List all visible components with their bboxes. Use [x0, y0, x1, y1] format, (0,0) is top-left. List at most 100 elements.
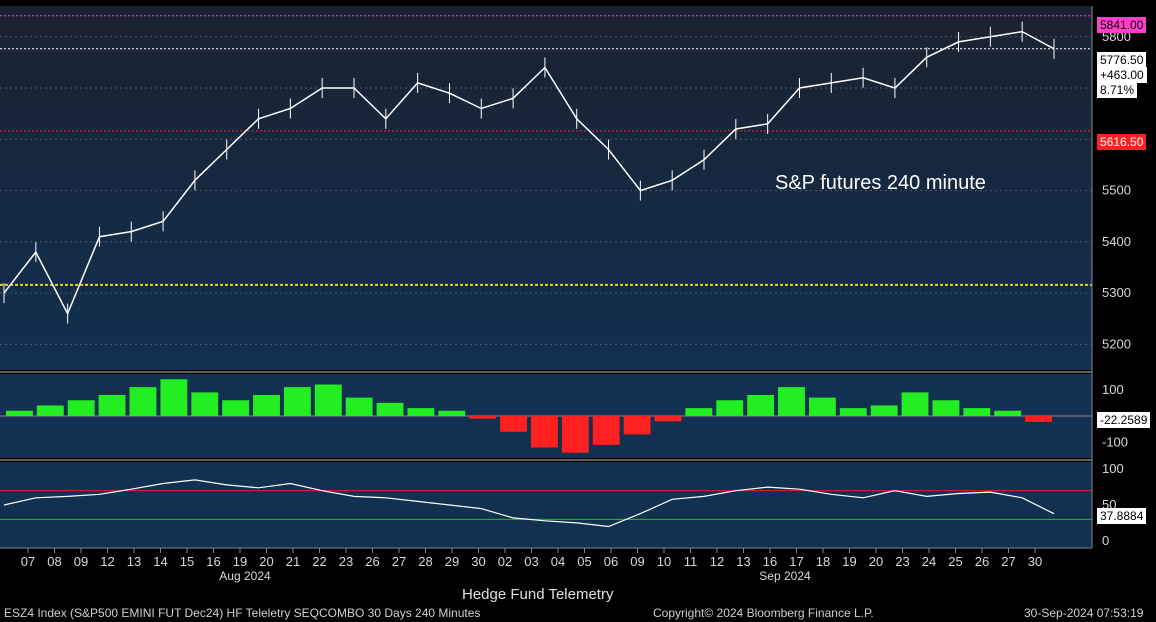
price-change: +463.00: [1097, 67, 1147, 83]
price-level-5841: 5841.00: [1097, 17, 1147, 33]
momentum-tick-label: 100: [1102, 382, 1124, 397]
momentum-bar: [561, 416, 589, 453]
momentum-bar: [778, 387, 805, 416]
x-tick-label: 12: [100, 554, 114, 569]
last-price: 5776.50: [1097, 52, 1147, 68]
price-tick-label: 5300: [1102, 285, 1131, 300]
x-tick-label: 26: [975, 554, 989, 569]
x-tick-label: 13: [736, 554, 750, 569]
momentum-bar: [808, 397, 836, 416]
x-tick-label: 13: [127, 554, 141, 569]
momentum-bar: [623, 416, 651, 435]
x-tick-label: 07: [21, 554, 35, 569]
momentum-bar: [747, 395, 775, 416]
momentum-bar: [191, 392, 219, 416]
momentum-bar: [98, 395, 126, 416]
momentum-last-value: -22.2589: [1097, 412, 1151, 428]
momentum-bar: [1025, 416, 1052, 422]
x-tick-label: 16: [206, 554, 220, 569]
month-label: Aug 2024: [219, 569, 271, 583]
x-tick-label: 26: [365, 554, 379, 569]
momentum-bar: [222, 400, 250, 416]
x-tick-label: 15: [180, 554, 194, 569]
x-tick-label: 05: [577, 554, 591, 569]
momentum-bar: [160, 379, 188, 416]
x-tick-label: 02: [498, 554, 512, 569]
momentum-bar: [531, 416, 558, 448]
price-level-5616: 5616.50: [1097, 134, 1147, 150]
x-tick-label: 11: [684, 554, 698, 569]
momentum-bar: [870, 405, 898, 416]
footer-copyright: Copyright© 2024 Bloomberg Finance L.P.: [653, 606, 874, 620]
oscillator-tick-label: 0: [1102, 533, 1109, 548]
oscillator-last-value: 37.8884: [1097, 508, 1147, 524]
x-tick-label: 25: [948, 554, 962, 569]
x-tick-label: 03: [524, 554, 538, 569]
x-tick-label: 27: [392, 554, 406, 569]
footer-description: ESZ4 Index (S&P500 EMINI FUT Dec24) HF T…: [4, 606, 481, 620]
chart-subtitle: Hedge Fund Telemetry: [462, 586, 614, 603]
x-tick-label: 08: [47, 554, 61, 569]
momentum-bar: [592, 416, 620, 445]
oscillator-tick-label: 100: [1102, 461, 1124, 476]
x-tick-label: 14: [153, 554, 167, 569]
price-line: [3, 30, 1055, 316]
momentum-bar: [345, 397, 373, 416]
momentum-bar: [314, 384, 342, 416]
x-tick-label: 12: [710, 554, 724, 569]
oscillator-panel: [0, 462, 1092, 548]
momentum-bar: [6, 410, 33, 416]
x-tick-label: 04: [551, 554, 565, 569]
x-tick-label: 16: [763, 554, 777, 569]
price-panel: [0, 6, 1092, 370]
x-tick-label: 06: [604, 554, 618, 569]
x-tick-label: 24: [922, 554, 936, 569]
momentum-bar: [129, 387, 157, 416]
month-label: Sep 2024: [759, 569, 811, 583]
footer-timestamp: 30-Sep-2024 07:53:19: [1024, 606, 1144, 620]
momentum-bar: [716, 400, 744, 416]
momentum-bar: [36, 405, 64, 416]
momentum-bar: [67, 400, 95, 416]
price-tick-label: 5400: [1102, 234, 1131, 249]
x-tick-label: 23: [895, 554, 909, 569]
momentum-bar: [253, 395, 280, 416]
momentum-bar: [839, 408, 867, 416]
x-tick-label: 30: [1028, 554, 1042, 569]
momentum-bar: [994, 410, 1022, 416]
x-tick-label: 09: [74, 554, 88, 569]
x-tick-label: 23: [339, 554, 353, 569]
x-tick-label: 21: [286, 554, 300, 569]
x-tick-label: 29: [445, 554, 459, 569]
x-tick-label: 20: [259, 554, 273, 569]
price-tick-label: 5500: [1102, 183, 1131, 198]
x-tick-label: 19: [233, 554, 247, 569]
momentum-bar: [376, 402, 404, 416]
momentum-bar: [438, 410, 466, 416]
momentum-bar: [500, 416, 527, 432]
momentum-tick-label: -100: [1102, 434, 1128, 449]
x-tick-label: 09: [630, 554, 644, 569]
x-tick-label: 27: [1001, 554, 1015, 569]
x-tick-label: 17: [789, 554, 803, 569]
momentum-bar: [407, 408, 435, 416]
x-tick-label: 22: [312, 554, 326, 569]
momentum-bar: [963, 408, 991, 416]
momentum-bar: [901, 392, 929, 416]
x-tick-label: 30: [471, 554, 485, 569]
price-pct-change: 8.71%: [1097, 82, 1138, 98]
oscillator-line: [3, 479, 1055, 528]
chart-annotation: S&P futures 240 minute: [775, 172, 986, 194]
momentum-bar: [469, 416, 497, 419]
x-tick-label: 19: [842, 554, 856, 569]
x-tick-label: 18: [816, 554, 830, 569]
momentum-bar: [685, 408, 713, 416]
x-tick-label: 20: [869, 554, 883, 569]
momentum-bar: [654, 416, 682, 422]
x-tick-label: 10: [657, 554, 671, 569]
price-tick-label: 5200: [1102, 336, 1131, 351]
momentum-bar: [932, 400, 960, 416]
x-tick-label: 28: [418, 554, 432, 569]
